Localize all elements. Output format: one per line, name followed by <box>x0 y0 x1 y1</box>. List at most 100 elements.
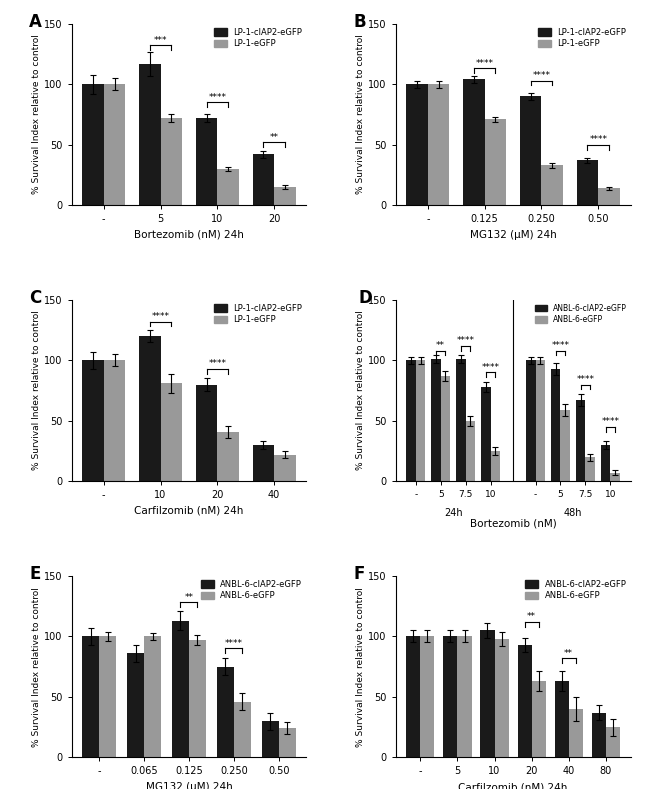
Bar <box>576 400 586 481</box>
Bar <box>495 639 508 757</box>
Text: ****: **** <box>601 417 619 426</box>
Bar <box>431 359 441 481</box>
Text: 24h: 24h <box>444 508 463 518</box>
X-axis label: Bortezomib (nM): Bortezomib (nM) <box>470 519 556 529</box>
Bar <box>458 637 471 757</box>
Y-axis label: % Survival Index relative to control: % Survival Index relative to control <box>32 587 41 746</box>
Bar <box>406 84 428 205</box>
Text: 48h: 48h <box>564 508 582 518</box>
Bar <box>532 681 546 757</box>
Bar <box>586 457 595 481</box>
Bar <box>104 84 125 205</box>
Bar <box>465 421 475 481</box>
X-axis label: MG132 (μM) 24h: MG132 (μM) 24h <box>146 782 232 789</box>
X-axis label: Carfilzomib (nM) 24h: Carfilzomib (nM) 24h <box>458 782 567 789</box>
Text: A: A <box>29 13 42 31</box>
Bar <box>428 84 449 205</box>
X-axis label: Bortezomib (nM) 24h: Bortezomib (nM) 24h <box>134 230 244 240</box>
Bar <box>82 637 99 757</box>
Bar <box>234 701 251 757</box>
Bar <box>196 384 217 481</box>
Bar <box>520 96 541 205</box>
Text: **: ** <box>436 341 445 350</box>
Y-axis label: % Survival Index relative to control: % Survival Index relative to control <box>32 35 41 194</box>
Bar <box>491 451 500 481</box>
Bar <box>541 166 563 205</box>
Bar <box>577 160 598 205</box>
Bar <box>99 637 116 757</box>
Text: ****: **** <box>209 359 226 368</box>
Bar <box>536 361 545 481</box>
Text: ****: **** <box>457 336 474 345</box>
Bar <box>139 336 161 481</box>
Bar <box>161 383 182 481</box>
Bar <box>592 712 606 757</box>
Y-axis label: % Survival Index relative to control: % Survival Index relative to control <box>356 35 365 194</box>
Bar <box>456 359 465 481</box>
Bar <box>279 728 296 757</box>
Text: **: ** <box>270 133 279 142</box>
Bar <box>441 376 450 481</box>
Bar <box>601 445 610 481</box>
Y-axis label: % Survival Index relative to control: % Survival Index relative to control <box>356 311 365 470</box>
Bar <box>610 473 620 481</box>
Text: B: B <box>354 13 366 31</box>
Bar <box>253 155 274 205</box>
Text: ****: **** <box>532 71 551 80</box>
Bar <box>560 410 570 481</box>
Y-axis label: % Survival Index relative to control: % Survival Index relative to control <box>32 311 41 470</box>
Bar <box>127 653 144 757</box>
Legend: LP-1-cIAP2-eGFP, LP-1-eGFP: LP-1-cIAP2-eGFP, LP-1-eGFP <box>214 304 302 324</box>
Bar <box>517 645 532 757</box>
Text: **: ** <box>185 593 194 602</box>
Bar <box>606 727 620 757</box>
Bar <box>406 637 421 757</box>
Bar <box>485 119 506 205</box>
Text: ****: **** <box>209 93 226 102</box>
Bar <box>82 361 104 481</box>
Bar <box>551 368 560 481</box>
Bar <box>569 709 583 757</box>
Legend: ANBL-6-cIAP2-eGFP, ANBL-6-eGFP: ANBL-6-cIAP2-eGFP, ANBL-6-eGFP <box>201 580 302 600</box>
Text: ****: **** <box>225 639 243 648</box>
Bar <box>526 361 536 481</box>
Bar <box>416 361 425 481</box>
Bar <box>274 454 296 481</box>
Bar <box>274 187 296 205</box>
X-axis label: Carfilzomib (nM) 24h: Carfilzomib (nM) 24h <box>135 506 244 516</box>
Text: ****: **** <box>551 341 569 350</box>
Bar <box>481 387 491 481</box>
Text: E: E <box>29 565 40 583</box>
Legend: LP-1-cIAP2-eGFP, LP-1-eGFP: LP-1-cIAP2-eGFP, LP-1-eGFP <box>214 28 302 48</box>
Legend: LP-1-cIAP2-eGFP, LP-1-eGFP: LP-1-cIAP2-eGFP, LP-1-eGFP <box>538 28 627 48</box>
Bar <box>217 169 239 205</box>
Y-axis label: % Survival Index relative to control: % Survival Index relative to control <box>356 587 365 746</box>
Bar <box>443 637 458 757</box>
Text: **: ** <box>564 649 573 657</box>
Bar <box>104 361 125 481</box>
Bar <box>172 621 189 757</box>
Text: ****: **** <box>151 312 170 321</box>
Bar <box>554 681 569 757</box>
Text: ****: **** <box>590 135 607 144</box>
Bar <box>463 80 485 205</box>
Text: ****: **** <box>476 59 493 68</box>
Bar <box>480 630 495 757</box>
Text: ****: **** <box>482 363 500 372</box>
Text: F: F <box>354 565 365 583</box>
Legend: ANBL-6-cIAP2-eGFP, ANBL-6-eGFP: ANBL-6-cIAP2-eGFP, ANBL-6-eGFP <box>525 580 627 600</box>
Text: ****: **** <box>577 375 594 384</box>
Bar <box>161 118 182 205</box>
Bar <box>144 637 161 757</box>
Bar <box>196 118 217 205</box>
X-axis label: MG132 (μM) 24h: MG132 (μM) 24h <box>470 230 556 240</box>
Text: D: D <box>358 289 372 307</box>
Bar <box>598 189 620 205</box>
Legend: ANBL-6-cIAP2-eGFP, ANBL-6-eGFP: ANBL-6-cIAP2-eGFP, ANBL-6-eGFP <box>535 304 627 323</box>
Bar <box>421 637 434 757</box>
Bar <box>139 64 161 205</box>
Bar <box>261 721 279 757</box>
Bar <box>189 640 206 757</box>
Bar <box>216 667 234 757</box>
Bar <box>253 445 274 481</box>
